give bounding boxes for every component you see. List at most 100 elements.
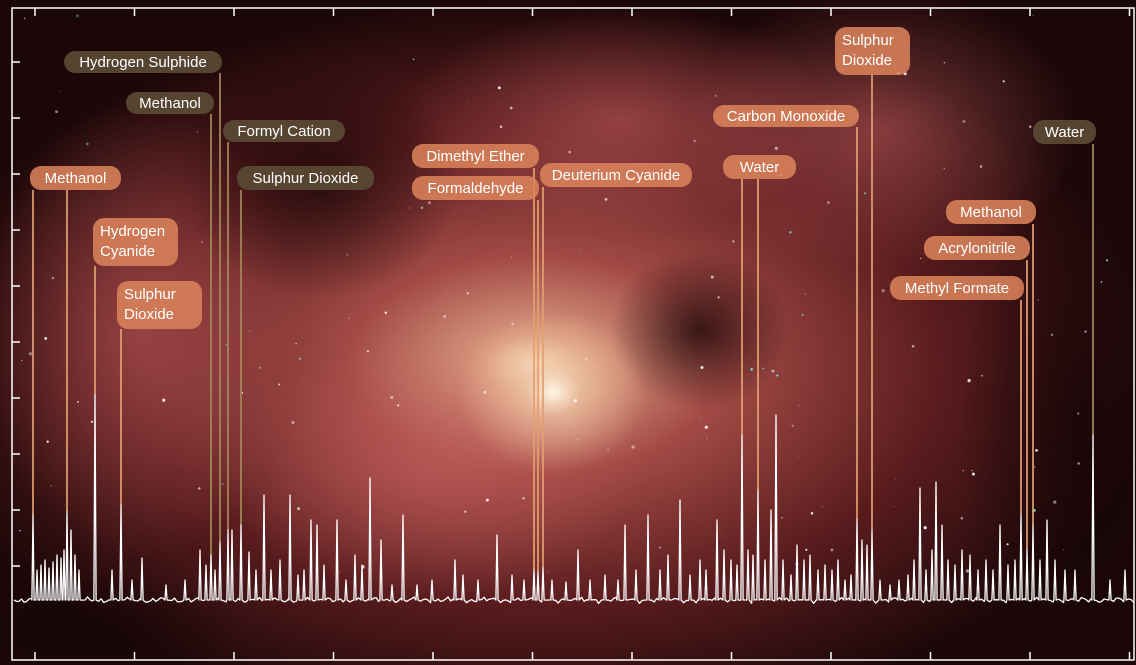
annotation-text: Formyl Cation <box>237 123 330 140</box>
star <box>1032 15 1034 17</box>
spectrum-line <box>13 394 1135 605</box>
star <box>573 399 578 403</box>
star <box>911 344 915 348</box>
star <box>348 317 350 319</box>
star <box>791 424 794 427</box>
star <box>297 507 301 511</box>
star <box>706 437 708 439</box>
annotation-text: Water <box>1045 124 1084 141</box>
star <box>225 344 227 346</box>
star <box>717 296 720 299</box>
star-field <box>19 14 1109 573</box>
annotation-text: Methyl Formate <box>905 280 1009 297</box>
star <box>241 392 244 394</box>
annotation-label: Sulphur Dioxide <box>835 27 910 75</box>
star <box>499 125 503 128</box>
star <box>548 571 550 572</box>
star <box>789 231 792 234</box>
annotation-text: Methanol <box>45 170 107 187</box>
star <box>827 201 830 204</box>
annotation-label: Methanol <box>126 92 214 114</box>
star <box>249 330 251 332</box>
star <box>467 100 468 102</box>
star <box>962 469 965 472</box>
annotation-text: Formaldehyde <box>428 180 524 197</box>
annotation-label: Hydrogen Cyanide <box>93 218 178 266</box>
annotation-label: Deuterium Cyanide <box>540 163 692 187</box>
star <box>1084 330 1087 333</box>
star <box>1063 549 1064 551</box>
star <box>1106 259 1109 262</box>
star <box>1077 412 1080 415</box>
axis-ticks <box>12 8 1131 660</box>
annotation-label: Water <box>1033 120 1096 144</box>
star <box>810 512 814 515</box>
annotation-label: Acrylonitrile <box>924 236 1030 260</box>
star <box>720 530 722 532</box>
star <box>579 250 581 252</box>
star <box>1053 500 1057 504</box>
star <box>295 342 298 345</box>
star <box>198 487 201 490</box>
star <box>893 505 895 507</box>
annotation-text: Acrylonitrile <box>938 240 1016 257</box>
star <box>75 14 79 18</box>
star <box>197 131 199 133</box>
star <box>881 289 885 293</box>
star <box>699 418 701 420</box>
annotation-text: Carbon Monoxide <box>727 108 845 125</box>
annotation-text: Sulphur Dioxide <box>124 286 176 323</box>
star <box>522 497 525 500</box>
star <box>762 368 764 370</box>
star <box>201 241 203 243</box>
annotation-label: Formaldehyde <box>412 176 539 200</box>
star <box>805 548 808 551</box>
star <box>366 349 370 353</box>
annotation-label: Methanol <box>946 200 1036 224</box>
star <box>864 192 866 195</box>
star <box>798 405 800 407</box>
star <box>51 276 54 280</box>
annotation-text: Water <box>740 159 779 176</box>
star <box>771 369 775 373</box>
star <box>19 529 21 532</box>
star <box>1050 333 1054 337</box>
star <box>864 548 866 550</box>
star <box>1002 80 1005 83</box>
star <box>510 256 512 258</box>
star <box>1028 125 1032 128</box>
annotation-label: Methanol <box>30 166 121 190</box>
star <box>704 425 708 429</box>
star <box>943 61 946 64</box>
star <box>428 201 431 205</box>
star <box>965 569 970 573</box>
annotation-label: Carbon Monoxide <box>713 105 859 127</box>
star <box>971 472 975 476</box>
annotation-text: Hydrogen Cyanide <box>100 223 165 260</box>
star <box>510 106 513 110</box>
annotation-label: Methyl Formate <box>890 276 1024 300</box>
star <box>464 510 467 513</box>
star <box>443 315 447 318</box>
star <box>700 366 704 369</box>
star <box>21 359 23 362</box>
star <box>339 571 341 573</box>
star <box>943 167 946 170</box>
annotation-labels: Hydrogen Sulphide Methanol Formyl Cation Su… <box>30 27 1096 329</box>
star <box>960 516 964 520</box>
star <box>445 291 447 293</box>
star <box>291 420 295 425</box>
star <box>497 86 501 90</box>
star <box>920 257 922 260</box>
star <box>967 378 971 383</box>
annotation-leaders <box>32 73 1094 572</box>
star <box>584 357 588 361</box>
star <box>781 517 783 519</box>
star <box>805 293 806 295</box>
annotation-text: Methanol <box>960 204 1022 221</box>
star <box>979 165 983 168</box>
star <box>576 438 579 440</box>
annotation-text: Hydrogen Sulphide <box>79 54 207 71</box>
annotation-label: Hydrogen Sulphide <box>64 51 222 73</box>
